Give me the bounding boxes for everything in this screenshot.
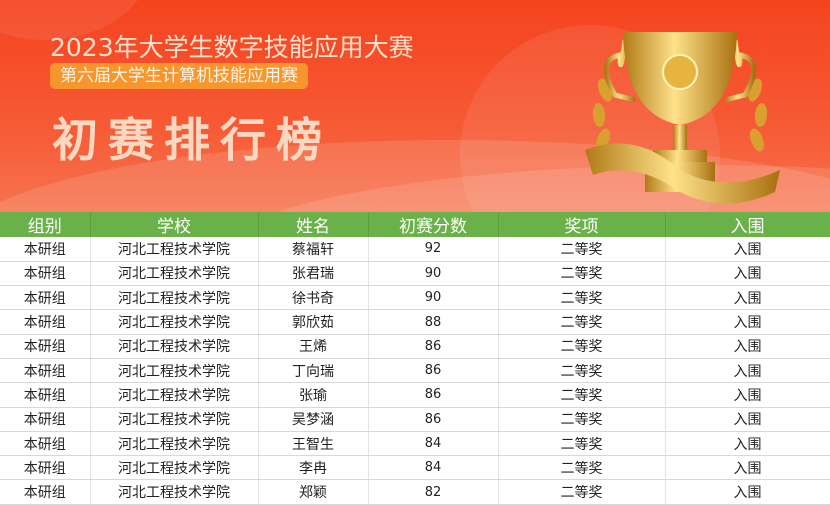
cell-score: 86 xyxy=(368,334,499,359)
cell-qualified: 入围 xyxy=(665,455,830,481)
cell-group: 本研组 xyxy=(0,237,91,262)
table-row: 本研组 河北工程技术学院 徐书奇 90 二等奖 入围 xyxy=(0,285,830,311)
cell-award: 二等奖 xyxy=(498,237,666,262)
cell-qualified: 入围 xyxy=(665,431,830,457)
cell-name: 李冉 xyxy=(258,455,369,481)
cell-name: 郑颖 xyxy=(258,479,369,505)
cell-qualified: 入围 xyxy=(665,285,830,311)
cell-award: 二等奖 xyxy=(498,382,666,408)
cell-qualified: 入围 xyxy=(665,407,830,432)
cell-award: 二等奖 xyxy=(498,431,666,457)
cell-name: 吴梦涵 xyxy=(258,407,369,432)
cell-score: 84 xyxy=(368,455,499,481)
cell-qualified: 入围 xyxy=(665,382,830,408)
cell-school: 河北工程技术学院 xyxy=(90,455,259,481)
cell-qualified: 入围 xyxy=(665,309,830,335)
cell-name: 王烯 xyxy=(258,334,369,359)
header-col-group[interactable]: 组别 xyxy=(0,212,91,237)
cell-award: 二等奖 xyxy=(498,479,666,505)
cell-score: 86 xyxy=(368,358,499,384)
page-title: 初赛排行榜 xyxy=(52,113,332,167)
cell-award: 二等奖 xyxy=(498,309,666,335)
cell-score: 82 xyxy=(368,479,499,505)
cell-score: 88 xyxy=(368,309,499,335)
cell-group: 本研组 xyxy=(0,285,91,311)
cell-score: 86 xyxy=(368,382,499,408)
cell-group: 本研组 xyxy=(0,479,91,505)
table-row: 本研组 河北工程技术学院 张瑜 86 二等奖 入围 xyxy=(0,382,830,408)
cell-score: 86 xyxy=(368,407,499,432)
cell-award: 二等奖 xyxy=(498,285,666,311)
header-col-school[interactable]: 学校 xyxy=(90,212,259,237)
cell-qualified: 入围 xyxy=(665,358,830,384)
cell-group: 本研组 xyxy=(0,407,91,432)
cell-school: 河北工程技术学院 xyxy=(90,431,259,457)
cell-award: 二等奖 xyxy=(498,358,666,384)
header-col-award[interactable]: 奖项 xyxy=(498,212,666,237)
cell-school: 河北工程技术学院 xyxy=(90,309,259,335)
table-row: 本研组 河北工程技术学院 王智生 84 二等奖 入围 xyxy=(0,431,830,457)
banner: 2023年大学生数字技能应用大赛 第六届大学生计算机技能应用赛 初赛排行榜 xyxy=(0,0,830,212)
cell-name: 丁向瑞 xyxy=(258,358,369,384)
event-title: 2023年大学生数字技能应用大赛 xyxy=(50,33,414,62)
table-row: 本研组 河北工程技术学院 王烯 86 二等奖 入围 xyxy=(0,334,830,359)
cell-group: 本研组 xyxy=(0,455,91,481)
trophy-icon xyxy=(585,32,780,204)
cell-school: 河北工程技术学院 xyxy=(90,261,259,287)
cell-group: 本研组 xyxy=(0,261,91,287)
cell-school: 河北工程技术学院 xyxy=(90,358,259,384)
cell-award: 二等奖 xyxy=(498,334,666,359)
cell-school: 河北工程技术学院 xyxy=(90,334,259,359)
header-col-name[interactable]: 姓名 xyxy=(258,212,369,237)
table-header-row: 组别 学校 姓名 初赛分数 奖项 入围 xyxy=(0,212,830,237)
cell-school: 河北工程技术学院 xyxy=(90,382,259,408)
cell-score: 90 xyxy=(368,285,499,311)
header-col-qualified[interactable]: 入围 xyxy=(665,212,830,237)
cell-name: 张君瑞 xyxy=(258,261,369,287)
table-row: 本研组 河北工程技术学院 蔡福轩 92 二等奖 入围 xyxy=(0,237,830,262)
cell-qualified: 入围 xyxy=(665,261,830,287)
cell-school: 河北工程技术学院 xyxy=(90,237,259,262)
cell-name: 蔡福轩 xyxy=(258,237,369,262)
table-row: 本研组 河北工程技术学院 张君瑞 90 二等奖 入围 xyxy=(0,261,830,287)
cell-group: 本研组 xyxy=(0,334,91,359)
cell-group: 本研组 xyxy=(0,358,91,384)
cell-score: 84 xyxy=(368,431,499,457)
table-row: 本研组 河北工程技术学院 郭欣茹 88 二等奖 入围 xyxy=(0,309,830,335)
cell-school: 河北工程技术学院 xyxy=(90,285,259,311)
cell-school: 河北工程技术学院 xyxy=(90,407,259,432)
cell-name: 徐书奇 xyxy=(258,285,369,311)
cell-group: 本研组 xyxy=(0,382,91,408)
table-row: 本研组 河北工程技术学院 李冉 84 二等奖 入围 xyxy=(0,455,830,481)
cell-award: 二等奖 xyxy=(498,407,666,432)
event-subtitle-badge: 第六届大学生计算机技能应用赛 xyxy=(50,63,308,89)
table-row: 本研组 河北工程技术学院 丁向瑞 86 二等奖 入围 xyxy=(0,358,830,384)
cell-group: 本研组 xyxy=(0,431,91,457)
cell-award: 二等奖 xyxy=(498,261,666,287)
cell-name: 郭欣茹 xyxy=(258,309,369,335)
cell-qualified: 入围 xyxy=(665,237,830,262)
cell-qualified: 入围 xyxy=(665,334,830,359)
header-col-score[interactable]: 初赛分数 xyxy=(368,212,499,237)
cell-name: 张瑜 xyxy=(258,382,369,408)
cell-name: 王智生 xyxy=(258,431,369,457)
cell-award: 二等奖 xyxy=(498,455,666,481)
table-row: 本研组 河北工程技术学院 郑颖 82 二等奖 入围 xyxy=(0,479,830,505)
cell-qualified: 入围 xyxy=(665,479,830,505)
cell-group: 本研组 xyxy=(0,309,91,335)
ranking-table: 组别 学校 姓名 初赛分数 奖项 入围 本研组 河北工程技术学院 蔡福轩 92 二等奖 入围 本研组河… xyxy=(0,212,830,505)
cell-school: 河北工程技术学院 xyxy=(90,479,259,505)
table-row: 本研组 河北工程技术学院 吴梦涵 86 二等奖 入围 xyxy=(0,407,830,432)
cell-score: 92 xyxy=(368,237,499,262)
cell-score: 90 xyxy=(368,261,499,287)
